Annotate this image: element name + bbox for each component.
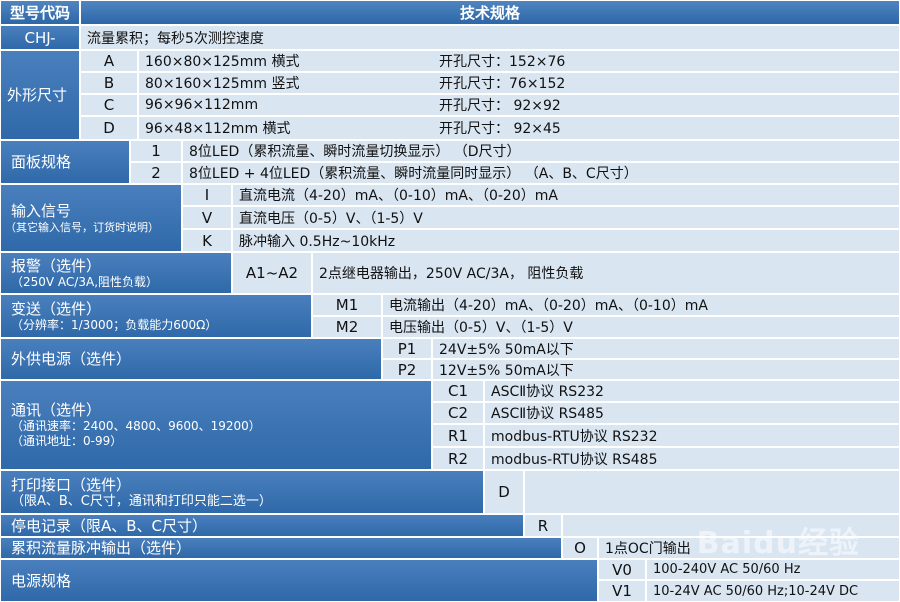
shape-code-b: B: [81, 73, 137, 93]
comm-code-r2: R2: [433, 448, 483, 469]
supply-desc-v0: 100-240V AC 50/60 Hz: [647, 560, 899, 579]
shape-hole-b: 开孔尺寸：76×152: [439, 76, 566, 92]
outage-code: R: [525, 515, 561, 536]
chj-desc: 流量累积；每秒5次测控速度: [81, 26, 899, 49]
comm-label-cell: 通讯（选件） （通讯速率：2400、4800、9600、19200） （通讯地址…: [1, 381, 431, 469]
power-out-desc-p2: 12V±5% 50mA以下: [433, 360, 899, 379]
pulse-out-code: O: [563, 538, 597, 558]
outage-label: 停电记录（限A、B、C尺寸）: [1, 515, 523, 536]
power-out-code-p1: P1: [383, 339, 431, 358]
shape-row-a: 160×80×125mm 横式 开孔尺寸：152×76: [139, 51, 899, 71]
comm-desc-r2: modbus-RTU协议 RS485: [485, 448, 899, 469]
header-spec: 技术规格: [81, 1, 899, 24]
shape-size-b: 80×160×125mm 竖式: [145, 76, 300, 92]
input-desc-i: 直流电流（4-20）mA、（0-10）mA、（0-20）mA: [233, 185, 899, 205]
shape-size-d: 96×48×112mm 横式: [145, 121, 291, 137]
panel-desc-1: 8位LED（累积流量、瞬时流量切换显示） （D尺寸）: [183, 141, 899, 161]
alarm-label: 报警（选件）: [11, 256, 102, 275]
shape-code-d: D: [81, 117, 137, 139]
transmit-code-m1: M1: [313, 295, 381, 315]
shape-row-c: 96×96×112mm 开孔尺寸： 92×92: [139, 95, 899, 115]
transmit-code-m2: M2: [313, 317, 381, 337]
printer-desc-empty: [525, 471, 899, 513]
supply-desc-v1: 10-24V AC 50/60 Hz;10-24V DC: [647, 581, 899, 601]
shape-size-a: 160×80×125mm 横式: [145, 54, 300, 70]
input-code-i: I: [183, 185, 231, 205]
alarm-label-cell: 报警（选件） （250V AC/3A,阻性负载）: [1, 253, 231, 293]
comm-sub-rate: （通讯速率：2400、4800、9600、19200）: [11, 419, 261, 433]
supply-code-v0: V0: [599, 560, 645, 579]
alarm-code: A1~A2: [233, 253, 311, 293]
power-out-code-p2: P2: [383, 360, 431, 379]
printer-label: 打印接口（选件）: [11, 475, 132, 494]
comm-code-c2: C2: [433, 403, 483, 423]
shape-row-d: 96×48×112mm 横式 开孔尺寸： 92×45: [139, 117, 899, 139]
transmit-label-cell: 变送（选件） （分辨率：1/3000；负载能力600Ω）: [1, 295, 311, 337]
chj-code: CHJ-: [1, 26, 79, 49]
panel-code-1: 1: [131, 141, 181, 161]
outage-desc-empty: [563, 515, 899, 536]
shape-hole-d: 开孔尺寸： 92×45: [439, 121, 561, 137]
comm-sub-address: （通讯地址：0-99）: [11, 434, 123, 448]
supply-code-v1: V1: [599, 581, 645, 601]
shape-hole-c: 开孔尺寸： 92×92: [439, 98, 561, 114]
shape-size-c: 96×96×112mm: [145, 97, 259, 113]
input-code-v: V: [183, 207, 231, 228]
panel-label: 面板规格: [1, 141, 129, 183]
baidu-watermark: Baidu经验: [696, 526, 860, 561]
transmit-desc-m2: 电压输出（0-5）V、（1-5）V: [383, 317, 899, 337]
shape-code-a: A: [81, 51, 137, 71]
comm-code-r1: R1: [433, 425, 483, 446]
input-desc-v: 直流电压（0-5）V、（1-5）V: [233, 207, 899, 228]
input-code-k: K: [183, 230, 231, 251]
printer-label-cell: 打印接口（选件） （限A、B、C尺寸，通讯和打印只能二选一）: [1, 471, 483, 513]
power-out-label: 外供电源（选件）: [1, 339, 381, 379]
comm-code-c1: C1: [433, 381, 483, 401]
printer-sub: （限A、B、C尺寸，通讯和打印只能二选一）: [11, 493, 272, 509]
panel-code-2: 2: [131, 163, 181, 183]
input-label-cell: 输入信号 （其它输入信号，订货时说明）: [1, 185, 181, 251]
transmit-label: 变送（选件）: [11, 299, 102, 318]
comm-desc-c2: ASCⅡ协议 RS485: [485, 403, 899, 423]
pulse-out-label: 累积流量脉冲输出（选件）: [1, 538, 561, 558]
shape-row-b: 80×160×125mm 竖式 开孔尺寸：76×152: [139, 73, 899, 93]
input-sub: （其它输入信号，订货时说明）: [5, 220, 159, 234]
alarm-sub: （250V AC/3A,阻性负载）: [11, 274, 159, 289]
input-desc-k: 脉冲输入 0.5Hz~10kHz: [233, 230, 899, 251]
shape-label: 外形尺寸: [1, 51, 79, 139]
printer-code: D: [485, 471, 523, 513]
panel-desc-2: 8位LED + 4位LED（累积流量、瞬时流量同时显示） （A、B、C尺寸）: [183, 163, 899, 183]
alarm-desc: 2点继电器输出，250V AC/3A， 阻性负载: [313, 253, 899, 293]
transmit-desc-m1: 电流输出（4-20）mA、（0-20）mA、（0-10）mA: [383, 295, 899, 315]
comm-label: 通讯（选件）: [11, 401, 102, 419]
comm-desc-c1: ASCⅡ协议 RS232: [485, 381, 899, 401]
input-label: 输入信号: [11, 201, 72, 220]
comm-desc-r1: modbus-RTU协议 RS232: [485, 425, 899, 446]
header-model-code: 型号代码: [1, 1, 79, 24]
shape-code-c: C: [81, 95, 137, 115]
supply-label: 电源规格: [1, 560, 597, 601]
pulse-out-desc: 1点OC门输出: [599, 538, 899, 558]
power-out-desc-p1: 24V±5% 50mA以下: [433, 339, 899, 358]
shape-hole-a: 开孔尺寸：152×76: [439, 54, 566, 70]
transmit-sub: （分辨率：1/3000；负载能力600Ω）: [11, 317, 218, 332]
